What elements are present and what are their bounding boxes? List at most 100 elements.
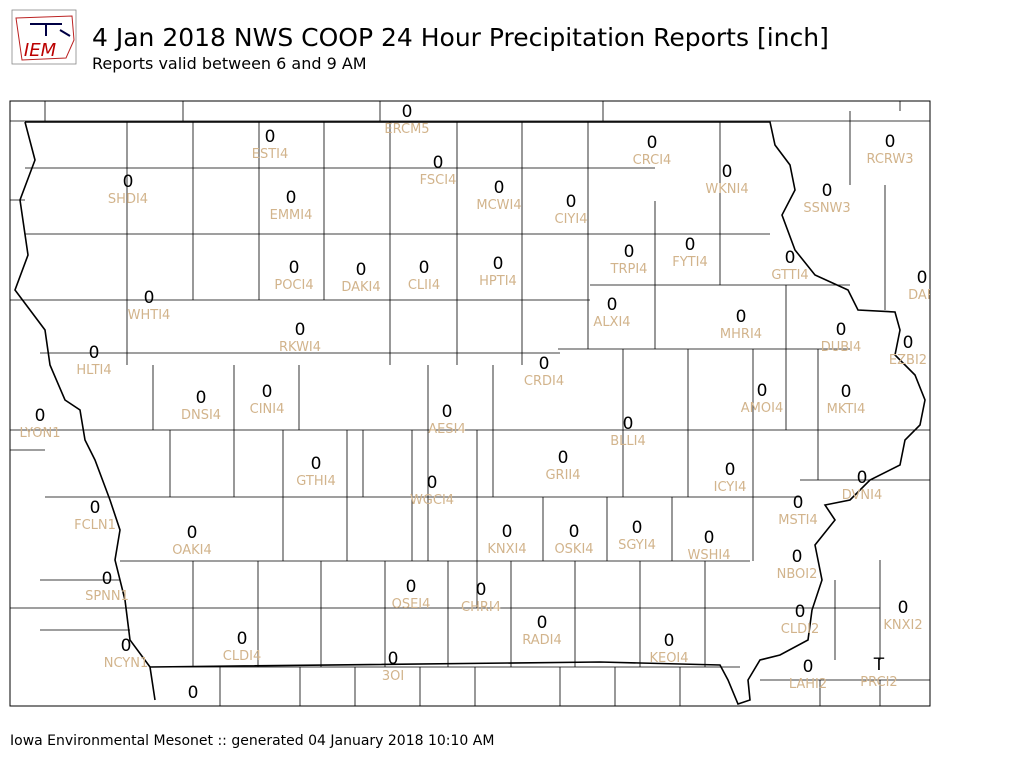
station-value: 0 [89,343,100,363]
station-id: DAR [908,288,936,303]
station-value: 0 [795,602,806,622]
station-value: 0 [857,468,868,488]
station-value: 0 [427,473,438,493]
station-value: 0 [664,631,675,651]
map [10,101,930,706]
station-value: 0 [917,268,928,288]
station-value: 0 [196,388,207,408]
station-id: CRCI4 [633,153,672,168]
station-value: 0 [885,132,896,152]
station-id: SPNN1 [85,589,129,604]
station-value: 0 [704,528,715,548]
station-id: HLTI4 [76,363,111,378]
station-id: ICYI4 [714,480,747,495]
station-id: DAKI4 [341,280,380,295]
footer: Iowa Environmental Mesonet :: generated … [10,733,494,749]
station-value: 0 [757,381,768,401]
state-border [14,121,926,705]
station-value: 0 [903,333,914,353]
station-id: BLLI4 [610,434,646,449]
station-value: 0 [402,102,413,122]
station-id: RCRW3 [866,152,913,167]
station-value: 0 [388,649,399,669]
station-id: CLII4 [408,278,440,293]
station-id: NBOI2 [777,567,818,582]
station-id: GRII4 [545,468,580,483]
station-value: 0 [406,577,417,597]
station-id: CLDI2 [781,622,819,637]
station-value: 0 [822,181,833,201]
station-id: GTHI4 [296,474,335,489]
station-id: AMOI4 [741,401,783,416]
station-id: ALXI4 [593,315,630,330]
title: 4 Jan 2018 NWS COOP 24 Hour Precipitatio… [92,23,829,52]
station-value: 0 [685,235,696,255]
station-id: SHDI4 [108,192,148,207]
station-id: PRCI2 [860,675,897,690]
station-id: NCYN1 [104,656,149,671]
station-id: EMMI4 [270,208,313,223]
station-id: WSHI4 [688,548,731,563]
station-value: 0 [537,613,548,633]
station-value: 0 [502,522,513,542]
station-id: MSTI4 [778,513,818,528]
station-value: 0 [121,636,132,656]
station-value: 0 [836,320,847,340]
station-id: CLDI4 [223,649,261,664]
station-value: 0 [419,258,430,278]
station-value: 0 [35,406,46,426]
station-id: ERCM5 [384,122,429,137]
station-value: 0 [647,133,658,153]
station-value: T [873,655,885,675]
station-id: TRPI4 [610,262,648,277]
station-id: RKWI4 [279,340,321,355]
station-value: 0 [286,188,297,208]
station-value: 0 [442,402,453,422]
station-id: CIYI4 [555,212,588,227]
station-id: FYTI4 [672,255,707,270]
station-id: HPTI4 [479,274,517,289]
station-value: 0 [311,454,322,474]
station-id: SGYI4 [618,538,656,553]
station-value: 0 [188,683,199,703]
logo-text: IEM [24,40,57,61]
station-id: MHRI4 [720,327,762,342]
station-id: DNSI4 [181,408,221,423]
station-id: 3OI [382,669,404,684]
station-id: KNXI2 [883,618,922,633]
station-value: 0 [569,522,580,542]
station-id: EZBI2 [889,353,927,368]
station-value: 0 [433,153,444,173]
station-value: 0 [623,414,634,434]
station-value: 0 [493,254,504,274]
station-id: DVNI4 [842,488,883,503]
station-id: OSKI4 [554,542,593,557]
station-value: 0 [558,448,569,468]
station-value: 0 [90,498,101,518]
station-id: KEOI4 [649,651,688,666]
station-id: WKNI4 [705,182,748,197]
map-frame [9,100,931,707]
station-value: 0 [793,493,804,513]
station-value: 0 [476,580,487,600]
subtitle: Reports valid between 6 and 9 AM [92,54,367,73]
station-id: CINI4 [250,402,285,417]
station-id: ESTI4 [252,147,289,162]
station-id: LAHI2 [789,677,827,692]
station-id: CRDI4 [524,374,564,389]
station-value: 0 [295,320,306,340]
station-value: 0 [539,354,550,374]
station-value: 0 [123,172,134,192]
station-id: FCLN1 [74,518,116,533]
station-id: FSCI4 [420,173,457,188]
station-value: 0 [102,569,113,589]
station-value: 0 [632,518,643,538]
station-id: RADI4 [522,633,562,648]
station-value: 0 [144,288,155,308]
station-value: 0 [841,382,852,402]
station-value: 0 [898,598,909,618]
station-value: 0 [785,248,796,268]
station-id: POCI4 [274,278,313,293]
station-value: 0 [792,547,803,567]
station-value: 0 [494,178,505,198]
